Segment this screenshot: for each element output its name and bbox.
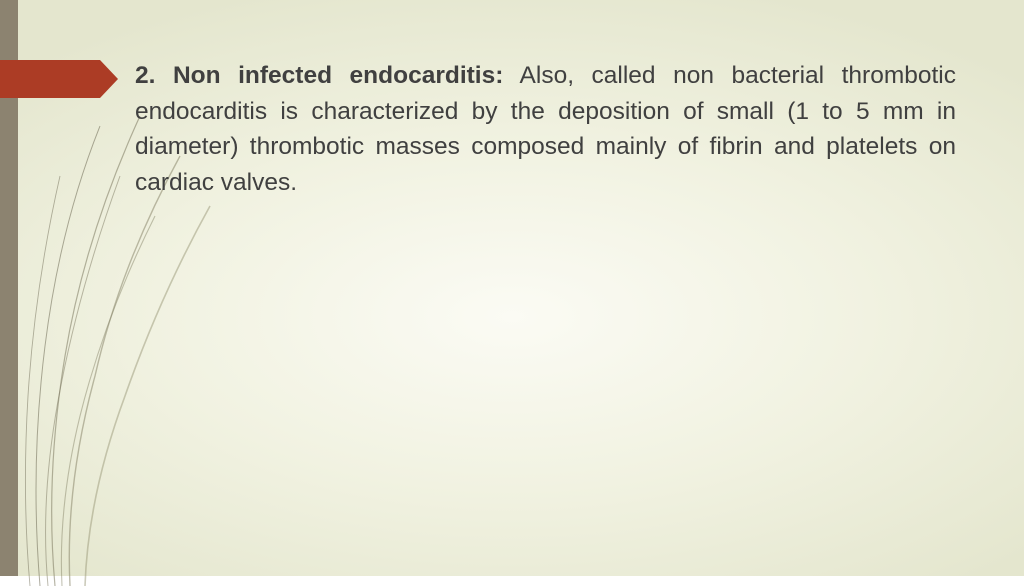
slide-container: 2. Non infected endocarditis: Also, call… — [0, 0, 1024, 576]
slide-body-text: 2. Non infected endocarditis: Also, call… — [135, 58, 956, 200]
accent-arrow-body — [0, 60, 100, 98]
accent-arrow-tip — [100, 60, 118, 98]
accent-arrow-shape — [0, 60, 118, 98]
heading-text: 2. Non infected endocarditis: — [135, 62, 503, 89]
